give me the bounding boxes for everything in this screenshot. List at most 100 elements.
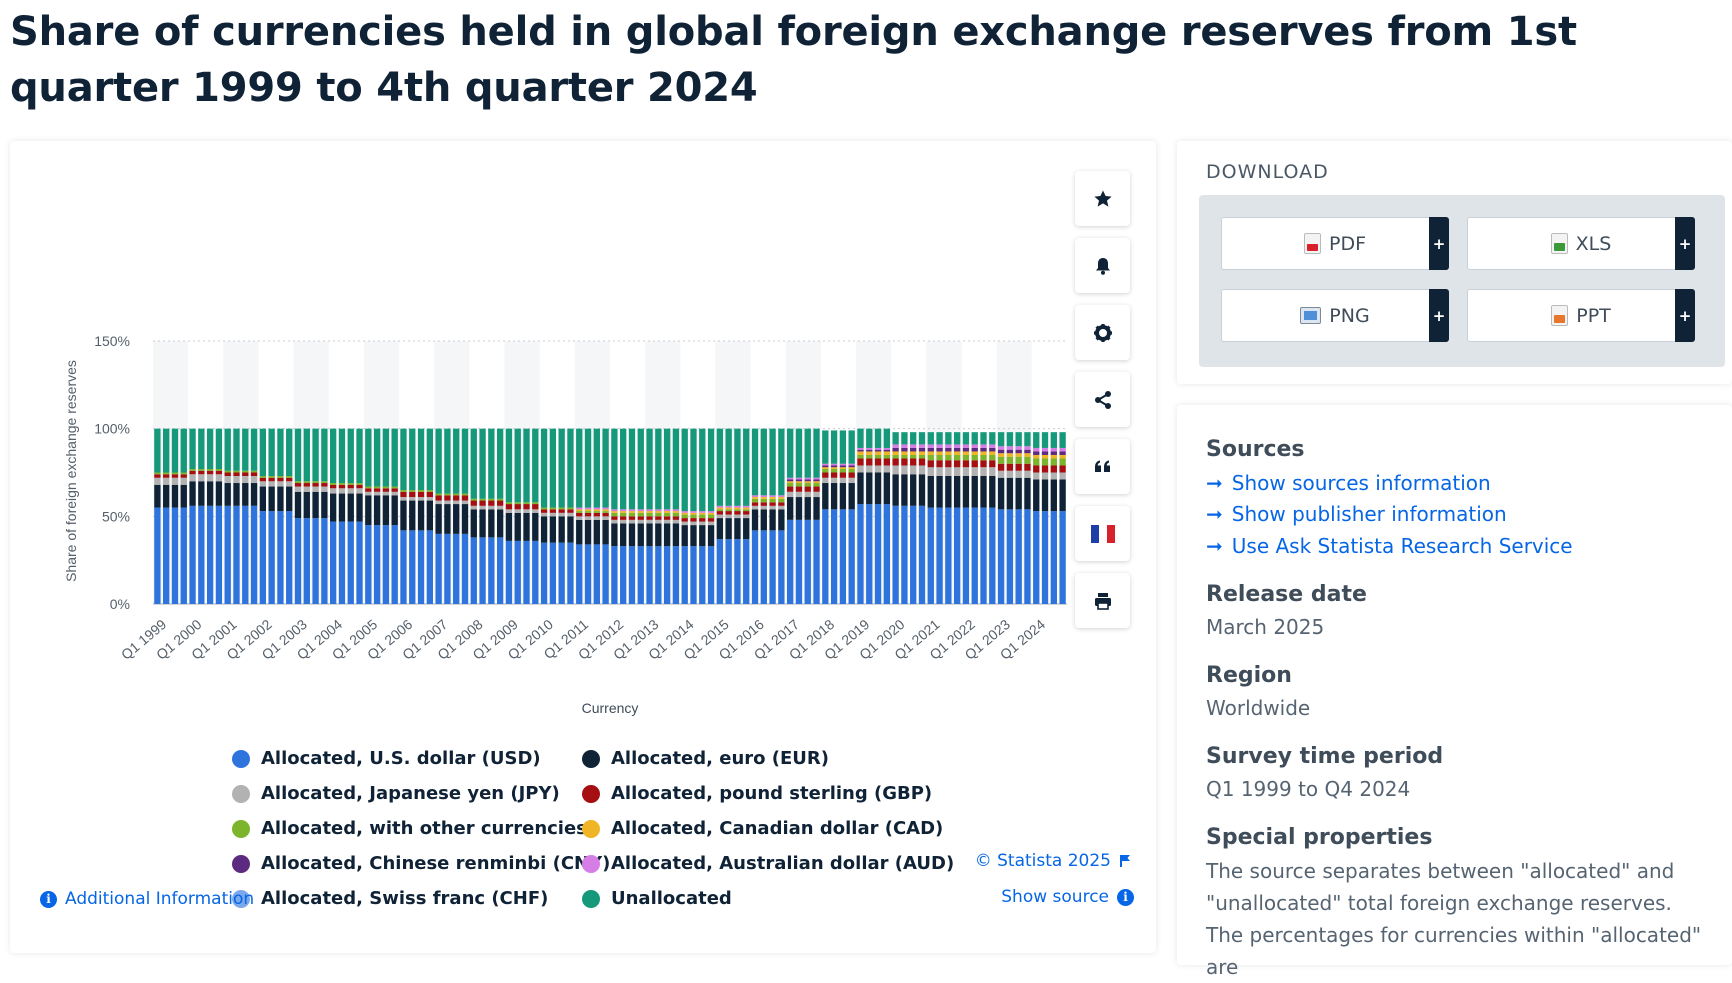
- bar-segment: [813, 486, 820, 492]
- bar-segment: [716, 509, 724, 512]
- bar-segment: [989, 460, 996, 468]
- copyright[interactable]: © Statista 2025: [975, 851, 1131, 871]
- y-tick-label: 0%: [110, 596, 130, 612]
- release-date-value: March 2025: [1206, 615, 1325, 639]
- bar-segment: [628, 519, 636, 524]
- show-publisher-link[interactable]: ➞ Show publisher information: [1206, 502, 1507, 526]
- bar-segment: [769, 495, 776, 498]
- bar-segment: [584, 509, 592, 512]
- bar-segment: [163, 472, 170, 475]
- legend-item[interactable]: Allocated, Australian dollar (AUD): [582, 853, 954, 874]
- bar-segment: [839, 509, 847, 604]
- bar-segment: [1024, 456, 1031, 464]
- png-file-icon: [1300, 307, 1322, 324]
- bar-segment: [1050, 458, 1057, 466]
- bar-segment: [514, 428, 521, 503]
- bar-segment: [461, 504, 469, 534]
- bar-segment: [1041, 447, 1049, 452]
- bar-segment: [206, 505, 214, 604]
- bar-segment: [910, 444, 917, 448]
- bar-segment: [277, 481, 284, 487]
- settings-button[interactable]: [1075, 305, 1130, 360]
- legend-label: Unallocated: [611, 888, 732, 909]
- bar-segment: [602, 511, 609, 513]
- y-tick-label: 150%: [94, 333, 130, 349]
- bar-segment: [250, 483, 258, 506]
- flag-icon: [1090, 524, 1115, 543]
- bar-segment: [962, 507, 970, 604]
- bar-segment: [892, 505, 899, 604]
- flag-outline-icon: [1120, 855, 1130, 867]
- bar-segment: [233, 483, 240, 506]
- favorite-button[interactable]: [1075, 171, 1130, 226]
- bar-segment: [391, 491, 398, 496]
- bar-segment: [312, 486, 319, 492]
- additional-information-link[interactable]: i Additional Information: [40, 889, 254, 909]
- bar-segment: [787, 486, 794, 492]
- bar-segment: [787, 483, 794, 487]
- bar-segment: [910, 447, 917, 452]
- legend-item[interactable]: Allocated, with other currencies: [232, 818, 587, 839]
- bar-segment: [866, 504, 873, 604]
- bar-segment: [602, 519, 609, 545]
- bar-segment: [154, 507, 161, 604]
- bar-segment: [1024, 509, 1031, 604]
- download-xls-button[interactable]: XLS +: [1467, 217, 1695, 270]
- bar-segment: [312, 518, 319, 604]
- legend-item[interactable]: Allocated, Swiss franc (CHF): [232, 888, 548, 909]
- bar-segment: [848, 430, 855, 464]
- download-ppt-button[interactable]: PPT +: [1467, 289, 1695, 342]
- bar-segment: [681, 518, 688, 522]
- legend-item[interactable]: Allocated, U.S. dollar (USD): [232, 748, 541, 769]
- ask-statista-link[interactable]: ➞ Use Ask Statista Research Service: [1206, 534, 1573, 558]
- legend-item[interactable]: Unallocated: [582, 888, 732, 909]
- bar-segment: [286, 476, 293, 478]
- share-button[interactable]: [1075, 372, 1130, 427]
- bar-segment: [453, 495, 460, 501]
- legend-item[interactable]: Allocated, pound sterling (GBP): [582, 783, 932, 804]
- bar-segment: [435, 500, 442, 505]
- bar-segment: [892, 454, 899, 459]
- bar-segment: [866, 458, 873, 466]
- bar-segment: [259, 476, 267, 478]
- bar-segment: [804, 491, 811, 498]
- legend-item[interactable]: Allocated, Chinese renminbi (CNY): [232, 853, 610, 874]
- bar-segment: [901, 432, 908, 445]
- bar-segment: [1059, 458, 1066, 466]
- bar-segment: [567, 509, 574, 513]
- cite-button[interactable]: [1075, 439, 1130, 494]
- bar-segment: [558, 507, 565, 510]
- bar-segment: [356, 484, 363, 489]
- bar-segment: [883, 504, 890, 604]
- bar-segment: [1015, 432, 1022, 447]
- bar-segment: [593, 516, 600, 520]
- bar-segment: [804, 479, 811, 482]
- bar-segment: [496, 500, 504, 506]
- bar-segment: [725, 518, 732, 540]
- bar-segment: [681, 514, 688, 519]
- legend-item[interactable]: Allocated, Japanese yen (JPY): [232, 783, 560, 804]
- bar-segment: [611, 516, 618, 520]
- show-source-link[interactable]: Show source i: [1001, 887, 1134, 907]
- bar-segment: [953, 444, 961, 448]
- show-sources-label: Show sources information: [1231, 471, 1491, 495]
- release-date-heading: Release date: [1206, 582, 1367, 607]
- bar-segment: [716, 505, 724, 508]
- legend-item[interactable]: Allocated, Canadian dollar (CAD): [582, 818, 943, 839]
- legend-item[interactable]: Allocated, euro (EUR): [582, 748, 829, 769]
- download-panel: DOWNLOAD PDF + XLS + PNG + P: [1177, 141, 1732, 384]
- bar-segment: [593, 544, 600, 604]
- download-pdf-button[interactable]: PDF +: [1221, 217, 1449, 270]
- bar-segment: [312, 428, 319, 482]
- download-png-button[interactable]: PNG +: [1221, 289, 1449, 342]
- bar-segment: [576, 544, 583, 604]
- language-button[interactable]: [1075, 506, 1130, 561]
- bar-segment: [699, 428, 706, 512]
- show-sources-link[interactable]: ➞ Show sources information: [1206, 471, 1491, 495]
- bar-segment: [224, 505, 231, 604]
- bar-segment: [224, 472, 231, 477]
- bar-segment: [637, 546, 644, 604]
- bar-segment: [716, 518, 724, 540]
- notification-button[interactable]: [1075, 238, 1130, 293]
- print-button[interactable]: [1075, 573, 1130, 628]
